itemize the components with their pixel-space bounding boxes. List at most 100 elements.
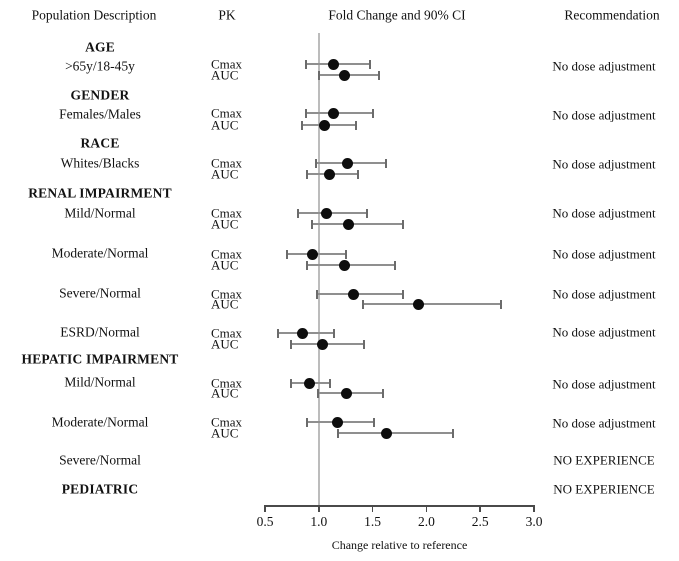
pk-label: AUC [211,257,239,273]
ci-upper-cap [356,169,359,179]
x-axis-title: Change relative to reference [331,538,468,552]
ci-upper-cap [372,417,375,427]
pk-label: AUC [211,117,239,133]
column-header-population: Population Description [31,7,157,23]
ci-upper-cap [378,70,381,80]
point-estimate-marker [339,259,351,271]
ci-interval-line [362,303,501,305]
point-estimate-marker [343,218,355,230]
recommendation-text: No dose adjustment [552,107,656,123]
population-label: >65y/18-45y [65,58,135,74]
group-label: HEPATIC IMPAIRMENT [21,351,179,367]
pk-label: AUC [211,385,239,401]
pk-label: AUC [211,166,239,182]
ci-interval-line [316,293,403,295]
x-axis-tick [533,505,535,512]
x-axis-tick [371,505,374,512]
ci-upper-cap [344,249,347,259]
recommendation-text: No dose adjustment [552,376,656,392]
x-axis-tick-label: 2.0 [417,514,435,529]
point-estimate-marker [413,298,425,310]
x-axis-line [265,505,534,507]
population-label: Moderate/Normal [51,245,149,261]
ci-upper-cap [369,59,372,69]
ci-lower-cap [315,289,318,299]
ci-lower-cap [297,208,300,218]
point-estimate-marker [347,288,359,300]
point-estimate-marker [328,107,340,119]
point-estimate-marker [316,338,328,350]
column-header-pk: PK [218,7,236,23]
ci-lower-cap [314,158,317,168]
pk-label: Cmax [211,325,243,341]
ci-upper-cap [394,260,397,270]
pk-label: Cmax [211,286,243,302]
population-label: ESRD/Normal [60,324,140,340]
ci-upper-cap [401,289,404,299]
x-axis-tick [318,505,320,512]
group-label: PEDIATRIC [61,481,139,497]
recommendation-text: No dose adjustment [552,58,656,74]
x-axis-tick-label: 0.5 [256,514,274,529]
population-label: Females/Males [59,106,141,122]
x-axis-tick [264,505,266,512]
recommendation-text: No dose adjustment [552,324,656,340]
ci-upper-cap [384,158,387,168]
ci-lower-cap [305,169,308,179]
ci-lower-cap [311,219,314,229]
ci-upper-cap [382,388,385,398]
pk-label: Cmax [211,375,243,391]
ci-upper-cap [371,108,374,118]
pk-label: AUC [211,425,239,441]
group-label: RACE [80,135,120,151]
pk-label: Cmax [211,155,243,171]
x-axis-tick-label: 1.5 [364,514,382,529]
ci-lower-cap [316,388,319,398]
ci-lower-cap [305,417,308,427]
group-label: GENDER [70,87,130,103]
ci-lower-cap [276,328,279,338]
point-estimate-marker [297,327,309,339]
point-estimate-marker [328,58,340,70]
x-axis-tick-label: 1.0 [310,514,328,529]
point-estimate-marker [306,248,318,260]
population-label: Severe/Normal [59,285,141,301]
ci-upper-cap [452,428,455,438]
ci-interval-line [305,112,373,114]
population-label: Moderate/Normal [51,414,149,430]
population-label: Whites/Blacks [60,155,140,171]
ci-upper-cap [332,328,335,338]
column-header-fold-change: Fold Change and 90% CI [328,7,466,23]
ci-upper-cap [366,208,369,218]
point-estimate-marker [303,377,315,389]
pk-label: Cmax [211,205,243,221]
recommendation-text: No dose adjustment [552,286,656,302]
point-estimate-marker [341,387,353,399]
ci-upper-cap [401,219,404,229]
ci-lower-cap [304,108,307,118]
ci-upper-cap [355,120,358,130]
ci-lower-cap [337,428,340,438]
recommendation-text: No dose adjustment [552,415,656,431]
ci-upper-cap [499,299,502,309]
ci-lower-cap [289,378,292,388]
pk-label: Cmax [211,414,243,430]
point-estimate-marker [342,157,354,169]
recommendation-text: No dose adjustment [552,205,656,221]
recommendation-text: NO EXPERIENCE [553,452,655,468]
point-estimate-marker [324,168,336,180]
group-label: RENAL IMPAIRMENT [28,185,172,201]
pk-label: Cmax [211,56,243,72]
pk-label: Cmax [211,246,243,262]
pk-label: AUC [211,336,239,352]
ci-lower-cap [361,299,364,309]
x-axis-tick-label: 3.0 [525,514,543,529]
ci-lower-cap [285,249,288,259]
pk-label: AUC [211,216,239,232]
point-estimate-marker [318,119,330,131]
ci-lower-cap [304,59,307,69]
group-label: AGE [85,39,115,55]
ci-interval-line [312,223,403,225]
ci-interval-line [298,212,368,214]
